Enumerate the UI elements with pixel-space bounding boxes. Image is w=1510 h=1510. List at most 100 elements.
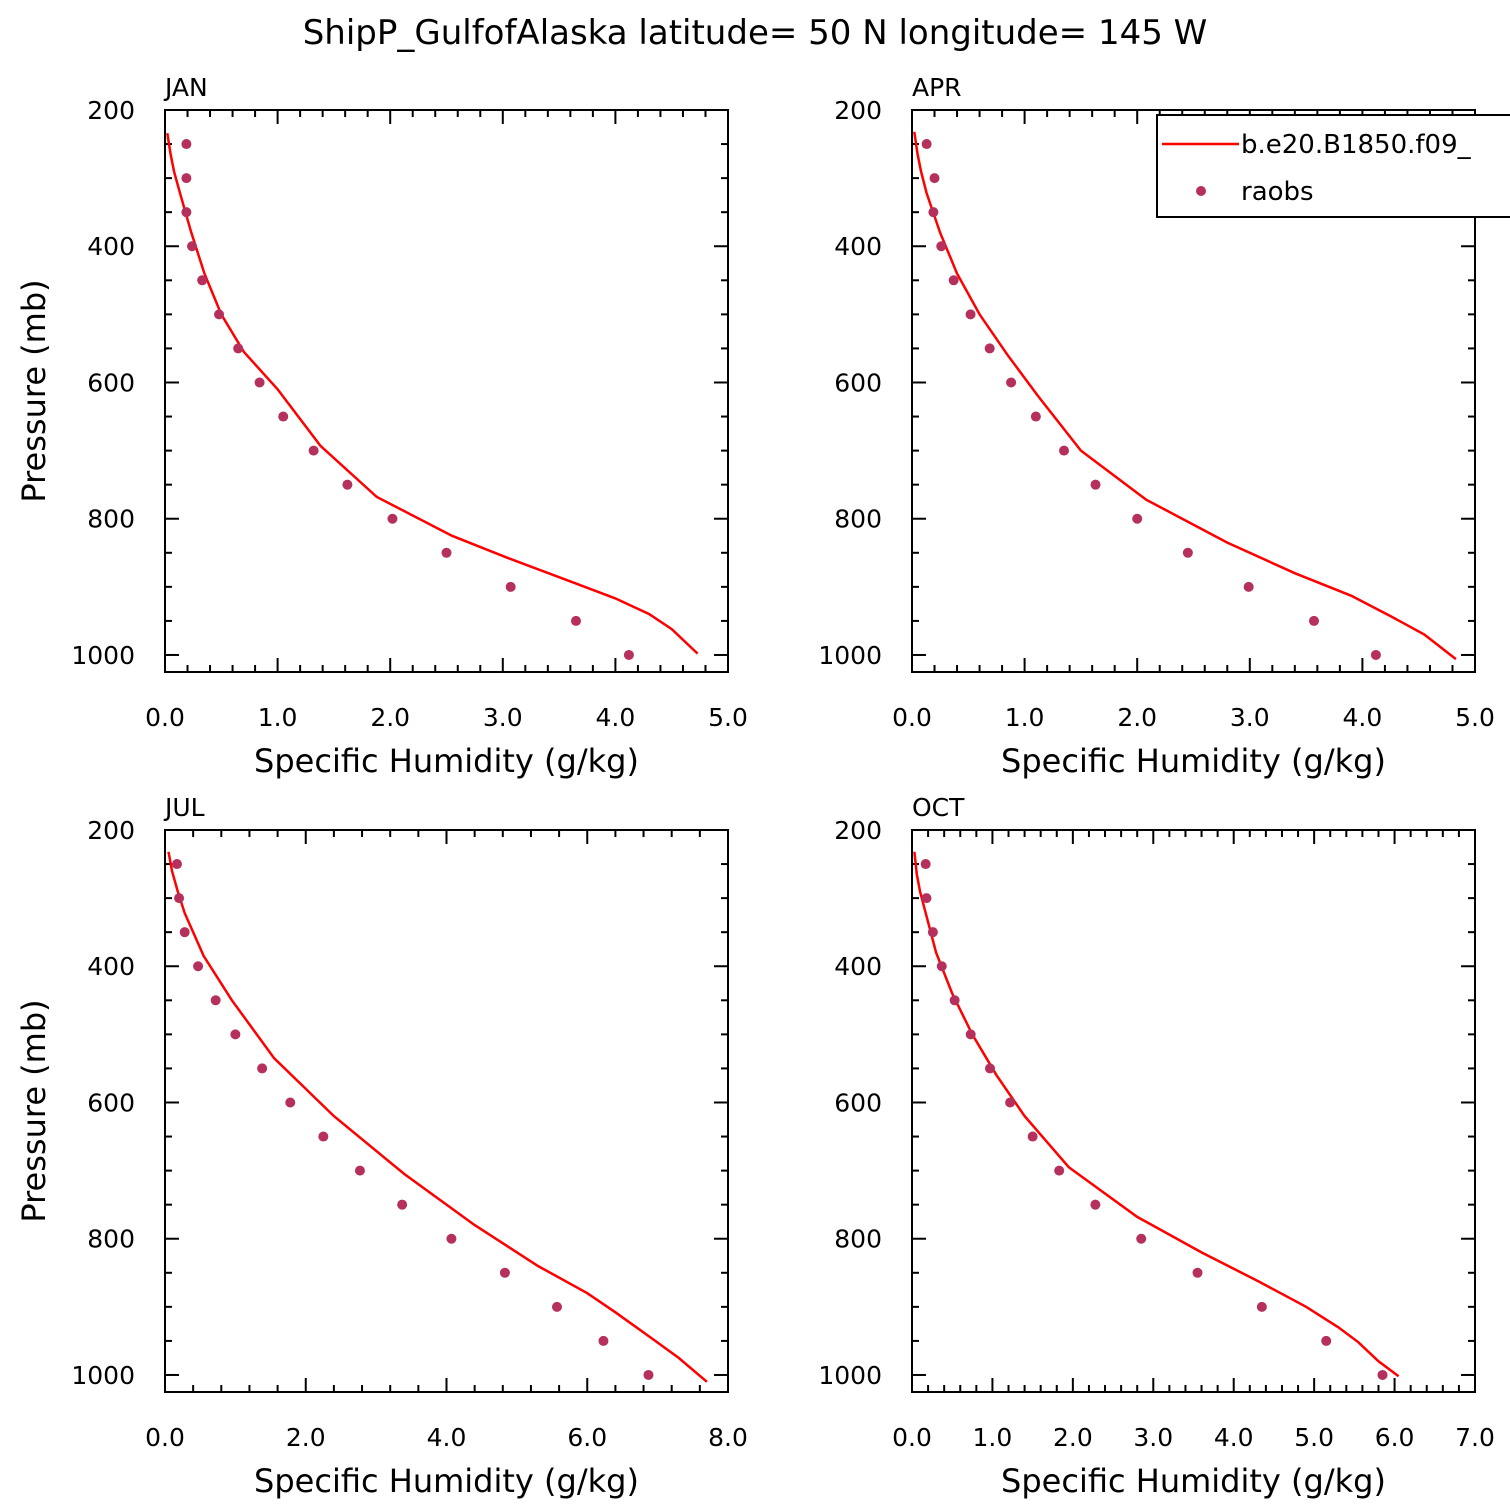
raobs-point [257, 1063, 268, 1074]
y-tick-label: 400 [87, 952, 135, 981]
model-profile-line [167, 851, 708, 1383]
raobs-point [230, 1029, 241, 1040]
y-tick-label: 800 [87, 1225, 135, 1254]
y-tick-label: 600 [834, 1088, 882, 1117]
x-tick-label: 5.0 [708, 703, 748, 732]
raobs-point [342, 479, 353, 490]
panel-apr: APR 0.0 1.0 2.0 3.0 4.0 5.0 200 400 600 800 1000 Spe… [818, 73, 1495, 780]
raobs-point [308, 445, 319, 456]
x-tick-label: 5.0 [1455, 703, 1495, 732]
y-tick-label: 600 [834, 368, 882, 397]
plot-frame [164, 829, 729, 1393]
x-tick-label: 5.0 [1294, 1423, 1334, 1452]
raobs-point [1090, 1199, 1101, 1210]
raobs-point [921, 139, 932, 150]
x-tick-label: 3.0 [1133, 1423, 1173, 1452]
raobs-point [920, 859, 931, 870]
raobs-point [233, 343, 244, 354]
raobs-point [254, 377, 265, 388]
x-tick-label: 2.0 [1117, 703, 1157, 732]
raobs-point [1182, 547, 1193, 558]
raobs-point [1256, 1301, 1267, 1312]
raobs-point [1059, 445, 1070, 456]
model-profile-line [913, 131, 1457, 661]
raobs-point [984, 343, 995, 354]
raobs-point [397, 1199, 408, 1210]
raobs-point [921, 893, 932, 904]
raobs-point [965, 309, 976, 320]
raobs-point [570, 615, 581, 626]
raobs-point [1136, 1233, 1147, 1244]
y-tick-label: 1000 [71, 641, 135, 670]
raobs-point [441, 547, 452, 558]
plot-frame [911, 829, 1476, 1393]
y-tick-label: 1000 [71, 1361, 135, 1390]
x-tick-label: 0.0 [145, 703, 185, 732]
panel-label: JAN [163, 73, 208, 102]
figure-title: ShipP_GulfofAlaska latitude= 50 N longit… [303, 13, 1208, 53]
raobs-point [171, 859, 182, 870]
raobs-point [929, 173, 940, 184]
x-tick-label: 2.0 [370, 703, 410, 732]
panel-jul: JUL 0.0 2.0 4.0 6.0 8.0 200 400 600 800 1000 Specif… [15, 793, 748, 1500]
raobs-point [1005, 1097, 1016, 1108]
raobs-point [354, 1165, 365, 1176]
panel-label: JUL [163, 793, 205, 822]
panel-oct: OCT 0.0 1.0 2.0 3.0 4.0 5.0 6.0 7.0 200 400 600 800 1… [818, 793, 1495, 1500]
panel-label: APR [912, 73, 962, 102]
legend: b.e20.B1850.f09_raobs [1156, 114, 1510, 218]
y-tick-label: 200 [87, 816, 135, 845]
x-tick-label: 3.0 [1230, 703, 1270, 732]
y-tick-label: 400 [834, 232, 882, 261]
y-tick-label: 400 [834, 952, 882, 981]
raobs-point [643, 1369, 654, 1380]
raobs-point [1370, 649, 1381, 660]
raobs-point [318, 1131, 329, 1142]
x-tick-label: 0.0 [892, 1423, 932, 1452]
raobs-point [1030, 411, 1041, 422]
raobs-point [928, 207, 939, 218]
raobs-point [197, 275, 208, 286]
raobs-point [499, 1267, 510, 1278]
x-axis-title: Specific Humidity (g/kg) [1001, 742, 1386, 780]
raobs-point [1027, 1131, 1038, 1142]
x-axis-title: Specific Humidity (g/kg) [1001, 1462, 1386, 1500]
raobs-point [1192, 1267, 1203, 1278]
raobs-point [1132, 513, 1143, 524]
raobs-point [181, 207, 192, 218]
raobs-point [193, 961, 204, 972]
raobs-point [1377, 1369, 1388, 1380]
raobs-point [1054, 1165, 1065, 1176]
raobs-point [285, 1097, 296, 1108]
raobs-point [948, 275, 959, 286]
y-tick-label: 800 [834, 505, 882, 534]
raobs-point [210, 995, 221, 1006]
legend-label: b.e20.B1850.f09_ [1241, 130, 1472, 160]
y-axis-title: Pressure (mb) [15, 279, 53, 502]
x-tick-label: 4.0 [596, 703, 636, 732]
x-tick-label: 0.0 [892, 703, 932, 732]
x-tick-label: 2.0 [286, 1423, 326, 1452]
x-tick-label: 4.0 [1214, 1423, 1254, 1452]
raobs-point [936, 961, 947, 972]
raobs-point [1308, 615, 1319, 626]
y-tick-label: 200 [834, 816, 882, 845]
raobs-point [965, 1029, 976, 1040]
raobs-point [505, 581, 516, 592]
raobs-point [1006, 377, 1017, 388]
x-tick-label: 2.0 [1053, 1423, 1093, 1452]
legend-box [1156, 114, 1510, 218]
raobs-point [214, 309, 225, 320]
x-tick-label: 0.0 [145, 1423, 185, 1452]
legend-label: raobs [1241, 177, 1314, 207]
raobs-point [446, 1233, 457, 1244]
panels: JAN 0.0 1.0 2.0 3.0 4.0 5.0 200 400 600 800 1000 Spe… [15, 73, 1495, 1500]
y-tick-label: 200 [834, 96, 882, 125]
legend-dot-swatch [1196, 186, 1206, 196]
y-tick-label: 200 [87, 96, 135, 125]
model-profile-line [913, 851, 1400, 1378]
raobs-point [387, 513, 398, 524]
raobs-point [174, 893, 185, 904]
plot-frame [164, 109, 729, 673]
x-axis-title: Specific Humidity (g/kg) [254, 1462, 639, 1500]
